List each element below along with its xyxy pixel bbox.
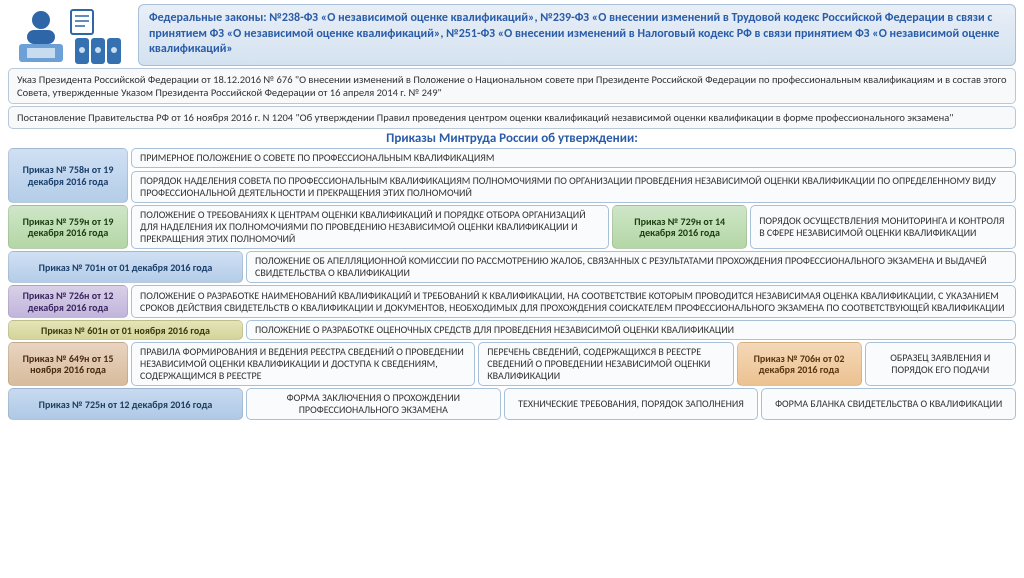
- tag-649n: Приказ № 649н от 15 ноября 2016 года: [8, 342, 128, 386]
- row-759n: Приказ № 759н от 19 декабря 2016 года ПО…: [8, 205, 1016, 249]
- tag-758n: Приказ № 758н от 19 декабря 2016 года: [8, 148, 128, 203]
- header-icon: [8, 4, 138, 66]
- tag-701n: Приказ № 701н от 01 декабря 2016 года: [8, 251, 243, 283]
- tag-706n: Приказ № 706н от 02 декабря 2016 года: [737, 342, 862, 386]
- tag-759n: Приказ № 759н от 19 декабря 2016 года: [8, 205, 128, 249]
- box-726a: ПОЛОЖЕНИЕ О РАЗРАБОТКЕ НАИМЕНОВАНИЙ КВАЛ…: [131, 285, 1016, 318]
- tag-601n: Приказ № 601н от 01 ноября 2016 года: [8, 320, 243, 340]
- row-725n: Приказ № 725н от 12 декабря 2016 года ФО…: [8, 388, 1016, 420]
- box-725c: ФОРМА БЛАНКА СВИДЕТЕЛЬСТВА О КВАЛИФИКАЦИ…: [761, 388, 1016, 420]
- box-758b: ПОРЯДОК НАДЕЛЕНИЯ СОВЕТА ПО ПРОФЕССИОНАЛ…: [131, 171, 1016, 203]
- row-701n: Приказ № 701н от 01 декабря 2016 года ПО…: [8, 251, 1016, 283]
- decree-1: Указ Президента Российской Федерации от …: [8, 68, 1016, 104]
- main-title: Федеральные законы: №238-ФЗ «О независим…: [138, 4, 1016, 66]
- row-726n: Приказ № 726н от 12 декабря 2016 года ПО…: [8, 285, 1016, 318]
- tag-729n: Приказ № 729н от 14 декабря 2016 года: [612, 205, 747, 249]
- tag-726n: Приказ № 726н от 12 декабря 2016 года: [8, 285, 128, 318]
- box-706c: ОБРАЗЕЦ ЗАЯВЛЕНИЯ И ПОРЯДОК ЕГО ПОДАЧИ: [865, 342, 1016, 386]
- box-759a: ПОЛОЖЕНИЕ О ТРЕБОВАНИЯХ К ЦЕНТРАМ ОЦЕНКИ…: [131, 205, 609, 249]
- box-758a: ПРИМЕРНОЕ ПОЛОЖЕНИЕ О СОВЕТЕ ПО ПРОФЕССИ…: [131, 148, 1016, 168]
- box-649a: ПРАВИЛА ФОРМИРОВАНИЯ И ВЕДЕНИЯ РЕЕСТРА С…: [131, 342, 475, 386]
- box-725a: ФОРМА ЗАКЛЮЧЕНИЯ О ПРОХОЖДЕНИИ ПРОФЕССИО…: [246, 388, 501, 420]
- row-758n: Приказ № 758н от 19 декабря 2016 года ПР…: [8, 148, 1016, 203]
- box-601a: ПОЛОЖЕНИЕ О РАЗРАБОТКЕ ОЦЕНОЧНЫХ СРЕДСТВ…: [246, 320, 1016, 340]
- tag-725n: Приказ № 725н от 12 декабря 2016 года: [8, 388, 243, 420]
- row-601n: Приказ № 601н от 01 ноября 2016 года ПОЛ…: [8, 320, 1016, 340]
- box-701a: ПОЛОЖЕНИЕ ОБ АПЕЛЛЯЦИОННОЙ КОМИССИИ ПО Р…: [246, 251, 1016, 283]
- row-649n: Приказ № 649н от 15 ноября 2016 года ПРА…: [8, 342, 1016, 386]
- header-row: Федеральные законы: №238-ФЗ «О независим…: [8, 4, 1016, 66]
- box-725b: ТЕХНИЧЕСКИЕ ТРЕБОВАНИЯ, ПОРЯДОК ЗАПОЛНЕН…: [504, 388, 759, 420]
- section-title: Приказы Минтруда России об утверждении:: [0, 131, 1024, 146]
- decree-2: Постановление Правительства РФ от 16 ноя…: [8, 106, 1016, 129]
- box-729b: ПОРЯДОК ОСУЩЕСТВЛЕНИЯ МОНИТОРИНГА И КОНТ…: [750, 205, 1016, 249]
- box-649b: ПЕРЕЧЕНЬ СВЕДЕНИЙ, СОДЕРЖАЩИХСЯ В РЕЕСТР…: [478, 342, 733, 386]
